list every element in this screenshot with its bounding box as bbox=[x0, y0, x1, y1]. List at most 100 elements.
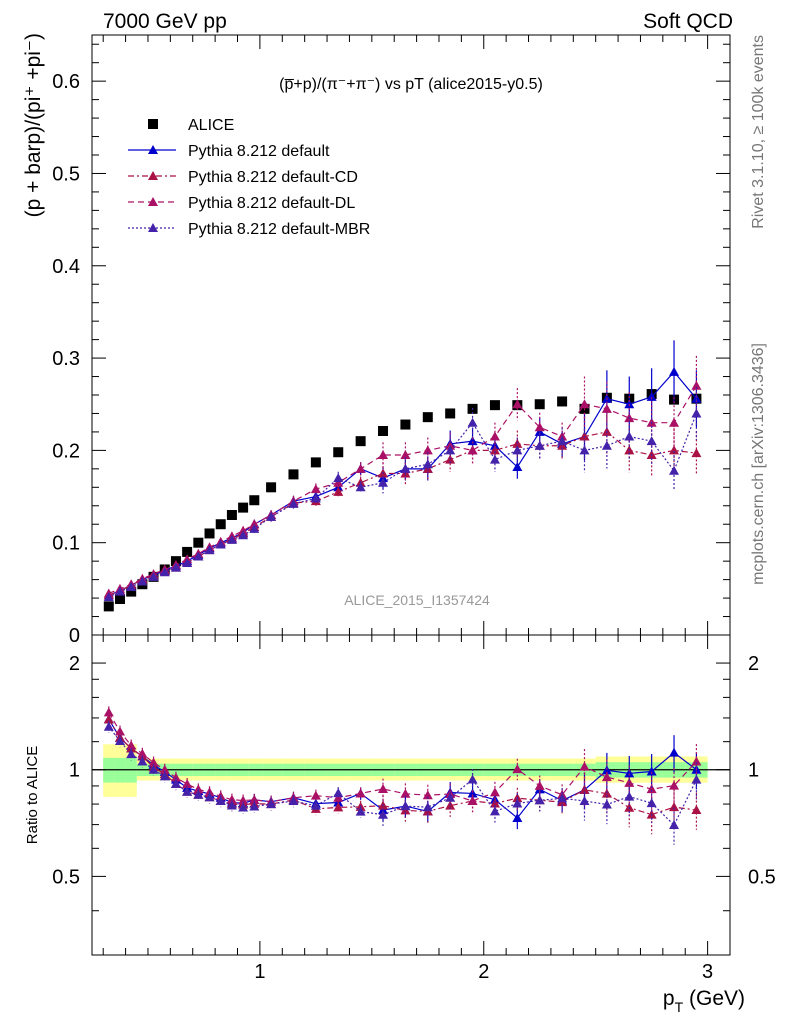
ratio-y-axis-label: Ratio to ALICE bbox=[24, 746, 41, 844]
ratio-point-4 bbox=[669, 820, 680, 830]
ratio-point-4 bbox=[193, 789, 204, 799]
series-point-4 bbox=[126, 582, 137, 591]
ratio-point-4 bbox=[400, 801, 411, 811]
ratio-plot-frame bbox=[91, 634, 731, 956]
series-point-4 bbox=[170, 562, 181, 572]
ratio-line-1 bbox=[108, 719, 697, 819]
main-ytick-label: 0.5 bbox=[52, 163, 80, 185]
main-ytick-label: 0.6 bbox=[52, 71, 80, 93]
series-point-2 bbox=[489, 445, 500, 455]
ratio-point-4 bbox=[557, 793, 568, 803]
ratio-point-2 bbox=[691, 805, 702, 815]
ratio-point-4 bbox=[266, 799, 277, 809]
ratio-point-3 bbox=[310, 790, 321, 800]
ratio-point-4 bbox=[238, 802, 249, 812]
ratio-point-3 bbox=[333, 792, 344, 802]
series-point-2 bbox=[579, 431, 590, 441]
alice-point bbox=[103, 601, 114, 612]
series-point-1 bbox=[624, 399, 635, 409]
alice-point bbox=[557, 396, 568, 407]
series-point-3 bbox=[355, 463, 366, 473]
ratio-point-3 bbox=[601, 772, 612, 782]
ratio-point-4 bbox=[249, 801, 260, 811]
ratio-point-3 bbox=[170, 772, 181, 782]
mcplots-side-label: mcplots.cern.ch [arXiv:1306.3436] bbox=[750, 343, 767, 585]
series-point-4 bbox=[422, 459, 433, 469]
series-point-4 bbox=[193, 551, 204, 561]
ratio-point-4 bbox=[355, 806, 366, 816]
series-line-3 bbox=[108, 385, 697, 595]
ratio-ytick-label-right: 2 bbox=[748, 653, 759, 675]
series-point-3 bbox=[601, 403, 612, 413]
series-point-2 bbox=[400, 468, 411, 478]
ratio-point-4 bbox=[148, 764, 159, 774]
alice-point bbox=[534, 399, 545, 410]
alice-point bbox=[422, 412, 433, 423]
series-point-3 bbox=[445, 440, 456, 450]
ratio-point-4 bbox=[288, 795, 299, 805]
series-point-4 bbox=[215, 539, 226, 549]
series-point-3 bbox=[467, 445, 478, 455]
series-line-2 bbox=[108, 431, 697, 596]
ratio-point-4 bbox=[226, 800, 237, 810]
ratio-point-4 bbox=[422, 802, 433, 812]
ratio-point-3 bbox=[126, 740, 137, 750]
series-line-1 bbox=[108, 371, 697, 596]
main-ytick-label: 0.2 bbox=[52, 440, 80, 462]
legend-label: Pythia 8.212 default-DL bbox=[188, 195, 355, 212]
chart-title: (p̅+p)/(π⁻+π⁻) vs pT (alice2015-y0.5) bbox=[279, 76, 543, 93]
series-point-3 bbox=[238, 525, 249, 535]
legend-marker bbox=[148, 171, 158, 180]
ratio-point-4 bbox=[126, 749, 137, 759]
header-right: Soft QCD bbox=[643, 10, 733, 33]
ratio-point-4 bbox=[333, 788, 344, 798]
alice-point bbox=[266, 482, 277, 493]
main-ytick-label: 0 bbox=[69, 625, 80, 647]
series-point-4 bbox=[489, 454, 500, 464]
series-point-3 bbox=[489, 431, 500, 441]
main-ytick-label: 0.4 bbox=[52, 256, 80, 278]
ratio-point-3 bbox=[159, 764, 170, 774]
series-point-1 bbox=[669, 366, 680, 376]
series-point-4 bbox=[355, 482, 366, 492]
series-point-4 bbox=[114, 586, 125, 596]
ratio-point-1 bbox=[646, 766, 657, 776]
ratio-point-4 bbox=[159, 771, 170, 781]
series-point-4 bbox=[182, 558, 193, 567]
series-point-3 bbox=[669, 417, 680, 427]
ratio-point-2 bbox=[333, 802, 344, 812]
legend-marker bbox=[148, 197, 158, 206]
x-axis-label: pT (GeV) bbox=[663, 987, 745, 1015]
main-ytick-label: 0.1 bbox=[52, 533, 80, 555]
series-point-3 bbox=[691, 380, 702, 390]
ratio-point-3 bbox=[467, 795, 478, 805]
alice-point bbox=[114, 594, 125, 604]
series-point-4 bbox=[249, 523, 260, 533]
series-point-4 bbox=[400, 463, 411, 473]
alice-point bbox=[310, 457, 321, 468]
ratio-point-1 bbox=[669, 747, 680, 757]
series-point-1 bbox=[467, 436, 478, 446]
ratio-point-4 bbox=[114, 736, 125, 746]
watermark-label: ALICE_2015_I1357424 bbox=[344, 592, 490, 608]
ratio-point-1 bbox=[601, 765, 612, 775]
ratio-point-3 bbox=[249, 794, 260, 804]
ratio-point-1 bbox=[512, 812, 523, 822]
xtick-label: 2 bbox=[478, 961, 489, 983]
alice-point bbox=[400, 419, 411, 430]
legend-label: Pythia 8.212 default-CD bbox=[188, 169, 358, 186]
ratio-point-2 bbox=[669, 802, 680, 812]
series-point-4 bbox=[148, 571, 159, 581]
ratio-point-3 bbox=[534, 780, 545, 790]
legend-label: Pythia 8.212 default bbox=[188, 143, 330, 160]
alice-point bbox=[355, 436, 366, 447]
ratio-point-4 bbox=[310, 800, 321, 810]
legend-marker bbox=[148, 145, 158, 154]
series-point-1 bbox=[691, 393, 702, 403]
ratio-point-3 bbox=[226, 794, 237, 804]
ratio-point-3 bbox=[148, 757, 159, 767]
ratio-point-3 bbox=[422, 790, 433, 800]
series-point-4 bbox=[467, 417, 478, 427]
legend-label: Pythia 8.212 default-MBR bbox=[188, 221, 370, 238]
alice-point bbox=[333, 447, 344, 458]
